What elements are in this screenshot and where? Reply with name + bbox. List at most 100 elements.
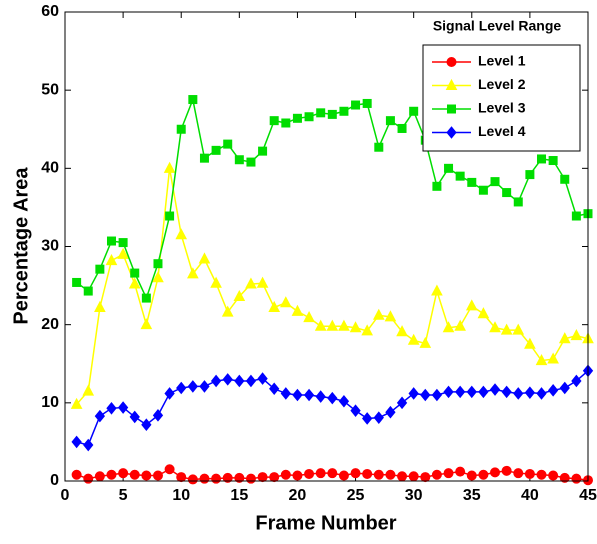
data-point [129,410,140,424]
legend-label: Level 1 [478,53,526,69]
data-point [280,469,291,480]
data-point [152,409,164,422]
data-point [141,293,151,303]
data-point [326,319,339,331]
legend-label: Level 3 [478,100,526,116]
data-point [94,471,105,482]
data-point [444,163,454,173]
data-point [234,374,245,388]
data-point [536,469,547,480]
data-point [211,473,222,484]
data-point [338,319,350,331]
data-point [490,177,500,187]
data-point [106,236,116,246]
plot-frame [64,11,589,482]
data-point [303,388,315,402]
data-point [117,401,129,414]
data-point [500,323,513,335]
data-point [153,259,163,269]
data-point [466,470,477,481]
data-point [141,418,152,432]
x-tick-label: 30 [405,487,423,504]
data-point [234,472,245,483]
data-point [106,402,117,415]
data-point [245,374,257,388]
data-point [187,267,199,279]
data-point [465,299,478,311]
data-point [431,284,443,296]
data-point [338,394,350,408]
data-point [408,387,419,400]
data-point [489,321,501,333]
legend-label: Level 2 [478,76,526,92]
data-point [502,188,512,198]
y-tick-label: 10 [41,394,59,411]
data-point [130,268,140,278]
data-point [246,157,256,167]
data-point [478,469,489,480]
data-point [559,472,570,483]
data-point [292,470,303,481]
legend-title: Signal Level Range [433,18,562,34]
data-point [106,469,117,480]
data-point [571,211,581,221]
data-point [94,300,106,312]
legend-marker [445,78,458,90]
data-point [83,473,94,484]
x-tick-label: 0 [61,487,70,504]
data-point [512,323,525,335]
data-point [165,211,175,221]
data-point [70,397,83,409]
data-point [280,387,291,400]
data-point [188,95,198,105]
data-point [431,388,443,402]
y-tick-label: 40 [41,160,59,177]
data-point [431,469,442,480]
data-point [454,319,466,331]
data-point [327,468,338,479]
data-point [372,308,385,320]
data-point [234,155,244,165]
data-point [314,319,327,331]
data-point [384,310,397,322]
data-point [118,238,128,248]
data-point [94,409,106,423]
data-point [257,472,268,483]
data-point [490,467,501,478]
x-tick-label: 15 [230,487,248,504]
data-point [571,473,582,484]
data-point [187,474,198,485]
y-tick-label: 50 [41,81,59,98]
data-point [537,154,547,164]
data-point [443,468,454,479]
data-point [152,470,163,481]
data-point [211,145,221,155]
data-point [385,405,396,419]
x-tick-label: 10 [172,487,190,504]
y-tick-label: 20 [41,316,59,333]
data-point [548,156,558,166]
y-axis-label: Percentage Area [10,167,32,325]
data-point [129,469,140,480]
data-point [419,336,432,348]
data-point [362,468,373,479]
data-point [71,435,82,449]
data-point [95,264,105,274]
data-point [361,324,374,336]
data-point [443,385,454,399]
data-point [478,385,489,399]
data-point [256,276,269,288]
data-point [304,112,314,122]
data-point [373,469,384,480]
data-point [71,469,82,480]
data-point [513,197,523,207]
data-point [408,471,419,482]
x-tick-label: 35 [463,487,481,504]
data-point [535,354,548,366]
data-point [385,116,395,126]
data-point [397,123,407,133]
data-point [128,277,141,289]
data-point [199,473,210,484]
data-point [525,170,535,180]
data-point [83,286,93,296]
